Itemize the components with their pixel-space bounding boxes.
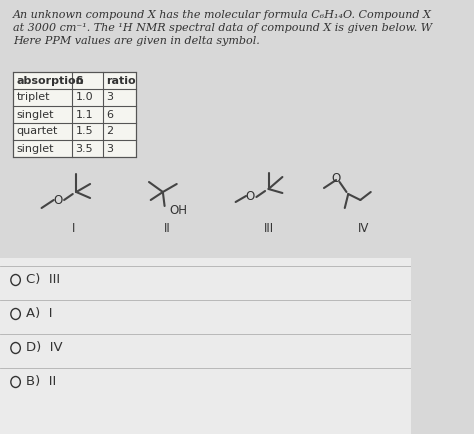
Text: 3.5: 3.5 (75, 144, 93, 154)
Text: 1.5: 1.5 (75, 126, 93, 137)
Text: O: O (331, 171, 341, 184)
Text: 3: 3 (107, 92, 114, 102)
Text: O: O (246, 191, 255, 204)
Text: O: O (54, 194, 63, 207)
Text: D)  IV: D) IV (26, 342, 63, 355)
Text: 3: 3 (107, 144, 114, 154)
FancyBboxPatch shape (13, 72, 136, 157)
Text: I: I (72, 221, 75, 234)
Text: III: III (264, 221, 273, 234)
Text: triplet: triplet (17, 92, 50, 102)
Text: A)  I: A) I (26, 308, 53, 320)
Text: at 3000 cm⁻¹. The ¹H NMR spectral data of compound X is given below. W: at 3000 cm⁻¹. The ¹H NMR spectral data o… (13, 23, 432, 33)
Text: II: II (164, 221, 171, 234)
Text: Here PPM values are given in delta symbol.: Here PPM values are given in delta symbo… (13, 36, 260, 46)
Text: An unknown compound X has the molecular formula C₆H₁₄O. Compound X: An unknown compound X has the molecular … (13, 10, 432, 20)
Text: B)  II: B) II (26, 375, 56, 388)
Text: δ: δ (75, 76, 83, 85)
Text: quartet: quartet (17, 126, 58, 137)
Text: 1.0: 1.0 (75, 92, 93, 102)
Text: singlet: singlet (17, 109, 54, 119)
Text: singlet: singlet (17, 144, 54, 154)
Text: 6: 6 (107, 109, 114, 119)
Text: 1.1: 1.1 (75, 109, 93, 119)
Text: C)  III: C) III (26, 273, 60, 286)
Text: ratio: ratio (107, 76, 136, 85)
Text: OH: OH (170, 204, 188, 217)
Text: absorption: absorption (17, 76, 84, 85)
Text: 2: 2 (107, 126, 114, 137)
Text: IV: IV (358, 221, 370, 234)
FancyBboxPatch shape (0, 258, 410, 434)
